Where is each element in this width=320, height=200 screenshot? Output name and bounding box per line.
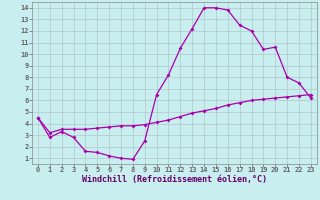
X-axis label: Windchill (Refroidissement éolien,°C): Windchill (Refroidissement éolien,°C) (82, 175, 267, 184)
